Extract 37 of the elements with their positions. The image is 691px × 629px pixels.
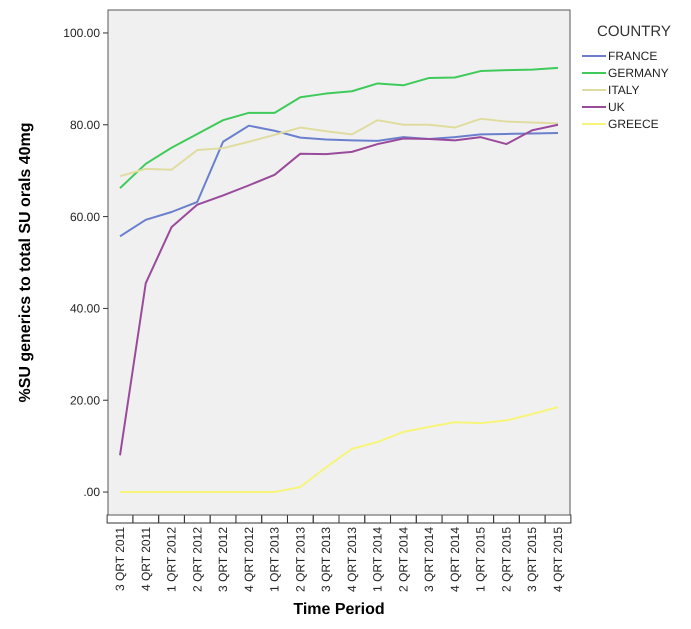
x-tick-label: 4 QRT 2011 [138, 526, 153, 592]
line-series [119, 118, 559, 178]
legend-label: FRANCE [608, 49, 658, 64]
x-tick-label: 3 QRT 2014 [422, 526, 436, 592]
legend-label: GERMANY [608, 66, 669, 80]
x-tick-label: 3 QRT 2015 [525, 526, 540, 592]
legend-label: UK [608, 100, 625, 114]
x-tick-label: 2 QRT 2014 [396, 526, 410, 592]
line-series [119, 66, 559, 190]
x-tick-label: 1 QRT 2012 [164, 526, 179, 592]
x-tick-label: 4 QRT 2015 [551, 526, 565, 592]
x-tick-label: 3 QRT 2011 [113, 526, 127, 592]
y-tick-label: 100.00 [63, 26, 100, 40]
x-tick-label: 3 QRT 2012 [216, 526, 230, 592]
x-tick-label: 3 QRT 2013 [319, 526, 334, 592]
x-tick-label: 4 QRT 2012 [242, 526, 256, 592]
x-tick-label: 2 QRT 2015 [499, 526, 514, 592]
y-tick-label: .00 [83, 485, 100, 500]
x-tick-label: 1 QRT 2014 [370, 526, 385, 592]
x-tick-label: 1 QRT 2013 [268, 526, 282, 592]
y-tick-label: 80.00 [70, 118, 100, 132]
x-tick-label: 1 QRT 2015 [474, 526, 488, 592]
y-tick-label: 20.00 [70, 393, 100, 408]
x-tick-label: 2 QRT 2013 [293, 526, 308, 592]
x-axis-title: Time Period [293, 601, 385, 618]
y-axis-title: %SU generics to total SU orals 40mg [17, 122, 34, 403]
line-series [119, 124, 559, 238]
y-tick-label: 60.00 [70, 210, 100, 224]
line-series [119, 124, 559, 456]
line-series [119, 406, 559, 494]
legend-title: COUNTRY [597, 23, 671, 40]
x-tick-label: 4 QRT 2013 [344, 526, 359, 592]
x-tick-label: 2 QRT 2012 [190, 526, 204, 592]
legend-label: GREECE [608, 117, 659, 132]
legend-label: ITALY [608, 83, 640, 98]
y-tick-label: 40.00 [70, 302, 100, 316]
x-tick-label: 4 QRT 2014 [448, 526, 462, 592]
